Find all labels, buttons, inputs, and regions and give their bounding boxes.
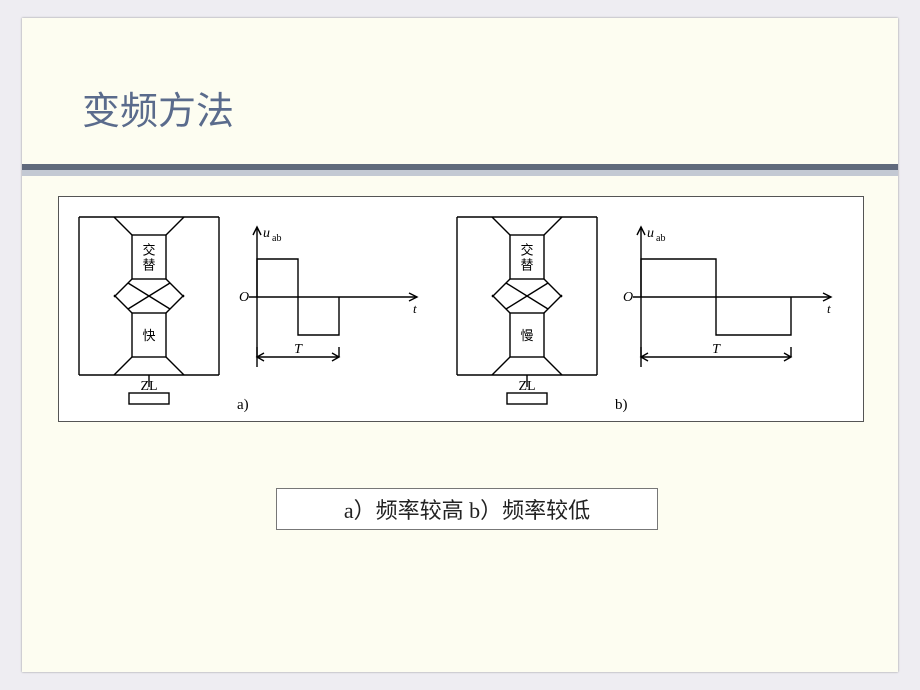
svg-text:ab: ab [272,233,281,244]
svg-text:交: 交 [520,243,533,258]
svg-text:ab: ab [656,233,665,244]
svg-text:O: O [239,290,249,305]
svg-text:b): b) [615,397,628,413]
diagram-container: 交替快ZLa)OuabtT交替慢ZLb)OuabtT [58,196,864,422]
svg-text:t: t [413,301,417,316]
svg-text:t: t [827,301,831,316]
svg-text:慢: 慢 [520,328,533,343]
svg-text:O: O [623,290,633,305]
svg-text:快: 快 [142,328,155,343]
svg-text:u: u [263,226,270,241]
svg-text:ZL: ZL [140,379,157,394]
svg-text:替: 替 [142,258,155,273]
slide-title: 变频方法 [82,80,234,135]
slide: 变频方法 交替快ZLa)OuabtT交替慢ZLb)OuabtT a）频率较高 b… [22,18,898,672]
divider-light [22,170,898,176]
diagram-svg: 交替快ZLa)OuabtT交替慢ZLb)OuabtT [59,197,863,421]
svg-text:a): a) [237,397,249,413]
svg-text:u: u [647,226,654,241]
svg-text:T: T [294,342,303,357]
svg-text:T: T [712,342,721,357]
svg-text:交: 交 [142,243,155,258]
caption: a）频率较高 b）频率较低 [276,488,658,530]
svg-text:ZL: ZL [518,379,535,394]
svg-text:替: 替 [520,258,533,273]
